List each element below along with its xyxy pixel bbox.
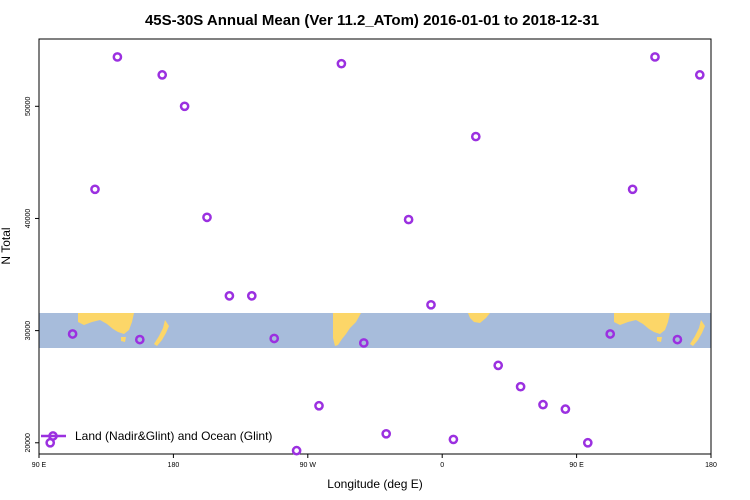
data-point [314, 400, 324, 411]
data-point [470, 131, 481, 142]
y-tick-label: 50000 [25, 96, 32, 116]
world-map-band [39, 313, 711, 348]
data-point [493, 360, 504, 371]
continent-australia [78, 313, 134, 334]
data-point [672, 334, 683, 345]
data-point [515, 381, 526, 392]
data-point [202, 212, 212, 223]
x-tick-label: 90 E [569, 462, 584, 469]
y-axis: 20000 30000 40000 50000 [25, 96, 39, 453]
data-point [627, 184, 638, 195]
x-tick-label: 180 [705, 462, 717, 469]
x-tick-label: 90 E [32, 462, 47, 469]
x-tick-label: 0 [440, 462, 444, 469]
data-point [694, 70, 705, 80]
data-point [269, 333, 280, 344]
x-tick-label: 180 [168, 462, 180, 469]
data-point [179, 101, 190, 112]
legend: Land (Nadir&Glint) and Ocean (Glint) [41, 429, 272, 443]
data-point [336, 58, 347, 69]
y-axis-label: N Total [0, 227, 13, 264]
continent-new-zealand [154, 320, 169, 346]
data-point [112, 52, 123, 62]
legend-label: Land (Nadir&Glint) and Ocean (Glint) [75, 429, 272, 443]
data-point [67, 329, 78, 339]
continent-africa [468, 313, 490, 323]
continent-tasmania [121, 337, 126, 342]
y-tick-label: 30000 [25, 321, 32, 341]
x-tick-label: 90 W [300, 462, 317, 469]
chart-title: 45S-30S Annual Mean (Ver 11.2_ATom) 2016… [145, 12, 599, 29]
data-point [426, 299, 436, 310]
x-axis: 90 E 180 90 W 0 90 E 180 [32, 454, 717, 469]
data-points [45, 52, 705, 456]
plot-frame [38, 38, 712, 455]
data-point [538, 399, 548, 410]
continent-australia-2 [614, 313, 670, 334]
data-point [605, 329, 616, 339]
ocean-band [39, 313, 711, 348]
legend-marker [48, 431, 58, 441]
x-axis-label: Longitude (deg E) [327, 477, 422, 491]
data-point [246, 291, 257, 301]
data-point [448, 434, 459, 445]
y-tick-label: 40000 [25, 209, 32, 229]
data-point [560, 404, 571, 414]
continent-tasmania-2 [657, 337, 662, 342]
data-point [650, 52, 660, 62]
data-point [291, 445, 302, 456]
continent-south-america [333, 313, 361, 346]
data-point [381, 428, 392, 439]
data-point [90, 184, 100, 195]
y-tick-label: 20000 [25, 433, 32, 453]
data-point [403, 214, 414, 225]
data-point [224, 291, 235, 301]
data-point [582, 437, 593, 448]
continent-new-zealand-2 [690, 320, 705, 346]
data-point [157, 70, 168, 80]
data-point [358, 338, 369, 348]
data-point [134, 334, 145, 345]
